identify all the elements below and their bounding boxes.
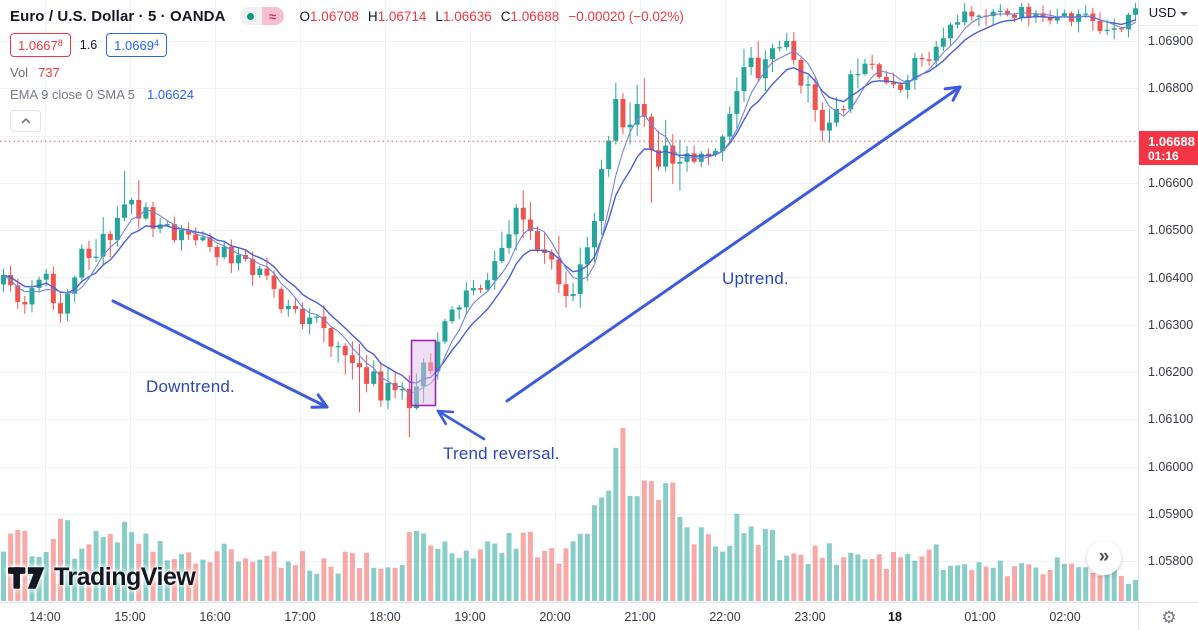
uptrend-arrow[interactable] (505, 85, 962, 403)
currency-dropdown[interactable]: USD (1139, 0, 1198, 26)
axis-corner: ⚙ (1138, 602, 1198, 630)
scroll-to-latest-button[interactable]: » (1087, 541, 1121, 575)
price-axis-label: 1.05800 (1148, 554, 1194, 569)
high-value: 1.06714 (377, 8, 427, 24)
time-axis-label: 23:00 (794, 610, 826, 624)
volume-histogram (1, 427, 1138, 601)
bid-ask-row: 1.06678 1.6 1.06694 (10, 33, 684, 57)
time-axis-label: 20:00 (539, 610, 571, 624)
chevron-down-icon (1180, 11, 1189, 16)
ma-indicator-row[interactable]: EMA 9 close 0 SMA 5 1.06624 (10, 87, 684, 102)
price-axis-label: 1.06600 (1148, 175, 1194, 190)
time-axis-label: 16:00 (199, 610, 231, 624)
reversal-arrow[interactable] (436, 409, 486, 441)
ma-indicator-value: 1.06624 (147, 87, 195, 102)
price-axis-label: 1.06000 (1148, 459, 1194, 474)
currency-label: USD (1148, 5, 1177, 20)
grid-lines (0, 0, 1138, 602)
time-axis-label: 18 (888, 610, 902, 624)
time-axis-label: 17:00 (284, 610, 316, 624)
price-axis-label: 1.05900 (1148, 507, 1194, 521)
price-axis-label: 1.06900 (1148, 34, 1194, 48)
trend-reversal-label: Trend reversal. (443, 444, 560, 463)
open-label: O (299, 8, 311, 24)
price-axis-label: 1.06200 (1148, 365, 1194, 380)
tradingview-logo[interactable]: TradingView (8, 563, 196, 592)
chart-canvas[interactable] (0, 0, 1138, 602)
ma-line-ema (3, 15, 1136, 384)
bar-countdown: 01:16 (1148, 148, 1179, 163)
time-axis-label: 22:00 (709, 610, 741, 624)
delayed-data-icon: ≈ (261, 7, 284, 25)
price-axis-label: 1.06300 (1148, 317, 1194, 332)
spread-value: 1.6 (79, 38, 98, 52)
reversal-highlight-box[interactable] (410, 339, 437, 407)
low-label: L (435, 8, 443, 24)
buy-price-button[interactable]: 1.06694 (106, 33, 167, 57)
time-axis[interactable]: 14:00 15:00 16:00 17:00 18:00 19:00 20:00 21:00… (0, 602, 1138, 630)
price-axis-label: 1.06400 (1148, 270, 1194, 285)
ma-indicator-label: EMA 9 close 0 SMA 5 (10, 87, 136, 102)
time-axis-label: 14:00 (29, 610, 61, 624)
low-value: 1.06636 (442, 8, 492, 24)
time-axis-label: 01:00 (964, 610, 996, 624)
ma-line-sma (3, 11, 1136, 395)
tradingview-logo-icon (8, 566, 45, 589)
close-value: 1.06688 (510, 8, 560, 24)
time-axis-label: 19:00 (454, 610, 486, 624)
price-axis-label: 1.06500 (1148, 223, 1194, 238)
market-status-pill[interactable]: ≈ (239, 7, 284, 25)
volume-legend-row[interactable]: Vol 737 (10, 65, 684, 80)
change-value: −0.00020 (−0.02%) (568, 8, 684, 24)
uptrend-label: Uptrend. (722, 269, 789, 288)
chart-legend: Euro / U.S. Dollar · 5 · OANDA ≈ O1.0670… (10, 6, 684, 132)
time-axis-label: 15:00 (114, 610, 146, 624)
downtrend-arrow[interactable] (111, 299, 329, 409)
time-axis-label: 18:00 (369, 610, 401, 624)
legend-symbol-row: Euro / U.S. Dollar · 5 · OANDA ≈ O1.0670… (10, 6, 684, 26)
open-value: 1.06708 (310, 8, 359, 24)
volume-label: Vol (10, 65, 29, 80)
last-price-value: 1.06688 (1148, 133, 1195, 149)
chevron-up-icon (20, 118, 31, 124)
tradingview-logo-text: TradingView (54, 563, 196, 591)
sell-price-button[interactable]: 1.06678 (10, 33, 71, 57)
high-label: H (367, 8, 378, 24)
time-axis-label: 02:00 (1049, 610, 1081, 624)
time-axis-label: 21:00 (624, 610, 656, 624)
double-chevron-right-icon: » (1098, 546, 1110, 567)
downtrend-label: Downtrend. (146, 377, 235, 396)
price-axis-label: 1.06100 (1148, 412, 1194, 427)
price-axis[interactable]: USD 1.06688 01:16 1.069001.068001.067001… (1138, 0, 1198, 602)
market-open-icon (239, 7, 262, 25)
moving-average-lines (3, 11, 1136, 395)
volume-value: 737 (38, 65, 60, 80)
price-axis-label: 1.06800 (1148, 81, 1194, 96)
symbol-title[interactable]: Euro / U.S. Dollar · 5 · OANDA (10, 7, 226, 25)
collapse-legend-button[interactable] (10, 110, 41, 132)
annotation-drawings (111, 85, 962, 441)
last-price-badge: 1.06688 01:16 (1139, 131, 1198, 166)
close-label: C (500, 8, 511, 24)
ohlc-readout: O1.06708 H1.06714 L1.06636 C1.06688 −0.0… (300, 9, 684, 24)
gear-icon[interactable]: ⚙ (1161, 607, 1177, 627)
